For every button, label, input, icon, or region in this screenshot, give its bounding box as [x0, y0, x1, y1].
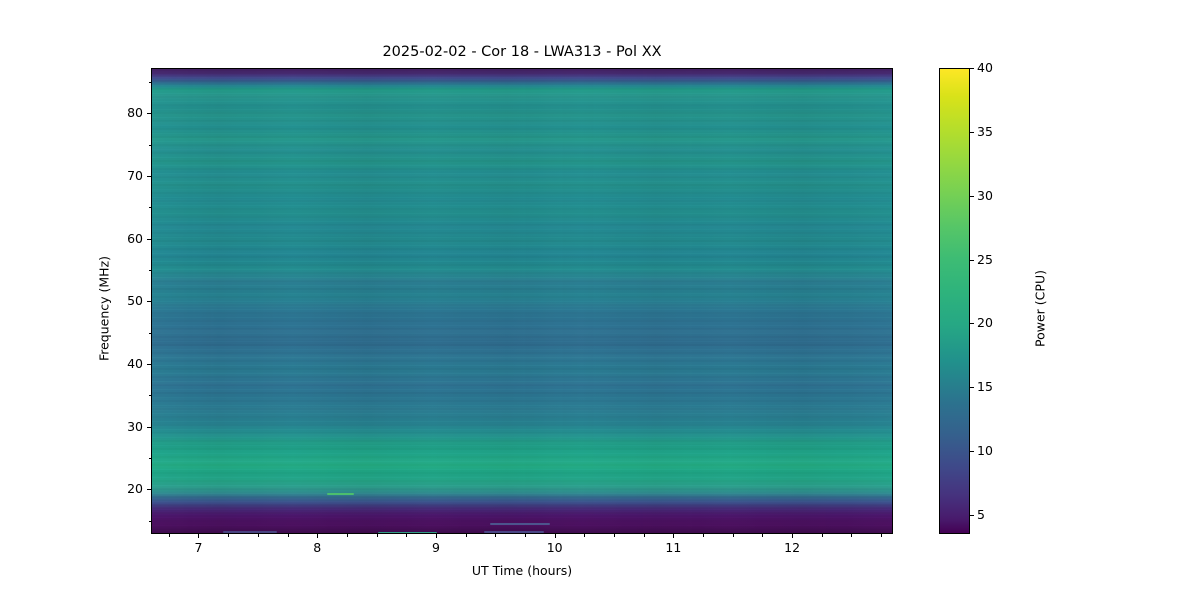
- x-tick-minor: [732, 534, 734, 537]
- x-ticklabel: 10: [546, 540, 563, 555]
- y-tick-minor: [148, 395, 151, 397]
- x-tick-major: [317, 534, 319, 538]
- y-tick-minor: [148, 520, 151, 522]
- colorbar-ticklabel: 35: [977, 123, 993, 139]
- colorbar-ticklabel: 15: [977, 379, 993, 395]
- rfi-streak-faint-mid: [484, 531, 544, 533]
- colorbar-tick: [970, 195, 974, 197]
- y-ticklabel: 40: [127, 356, 143, 372]
- x-tick-major: [673, 534, 675, 538]
- y-ticklabel: 20: [127, 481, 143, 497]
- x-tick-minor: [614, 534, 615, 537]
- x-tick-minor: [703, 534, 705, 537]
- x-tick-minor: [257, 534, 259, 537]
- y-tick-major: [147, 426, 151, 428]
- y-tick-major: [147, 489, 151, 491]
- y-tick-major: [147, 364, 151, 366]
- colorbar-gradient: [940, 69, 969, 533]
- rfi-streak-teal-low: [377, 531, 437, 533]
- colorbar-ticklabel: 30: [977, 187, 993, 203]
- y-tick-major: [147, 113, 151, 115]
- x-tick-minor: [228, 534, 230, 537]
- y-tick-minor: [148, 458, 151, 460]
- colorbar-ticklabel: 40: [977, 60, 993, 75]
- x-tick-minor: [287, 534, 289, 537]
- dynamic-spectrum-image: [152, 69, 892, 533]
- x-tick-minor: [643, 534, 645, 537]
- x-ticklabel: 11: [665, 540, 682, 555]
- rfi-streak-faint-left: [223, 530, 277, 533]
- x-tick-minor: [168, 534, 170, 537]
- y-ticklabel: 60: [127, 230, 143, 246]
- spectrum-channel-stripes: [152, 69, 892, 533]
- y-tick-minor: [148, 81, 151, 83]
- colorbar-tick: [970, 323, 974, 325]
- colorbar-ticklabel: 25: [977, 251, 993, 267]
- y-ticklabel: 80: [127, 105, 143, 121]
- spectrum-base-gradient: [152, 69, 892, 533]
- x-ticklabel: 7: [194, 540, 203, 555]
- colorbar-label: Power (CPU): [1032, 270, 1048, 347]
- y-tick-minor: [148, 144, 151, 146]
- x-tick-minor: [762, 534, 764, 537]
- x-ticklabel: 8: [313, 540, 322, 555]
- colorbar-tick: [970, 68, 974, 69]
- rfi-streak-green: [326, 492, 354, 495]
- y-tick-minor: [148, 269, 151, 271]
- x-tick-minor: [584, 534, 586, 537]
- x-ticklabel: 12: [784, 540, 801, 555]
- colorbar-ticklabel: 10: [977, 443, 993, 458]
- heatmap-axes[interactable]: [151, 68, 893, 534]
- colorbar-tick: [970, 131, 974, 133]
- y-ticklabel: 70: [127, 167, 143, 183]
- y-tick-major: [147, 301, 151, 303]
- x-tick-minor: [495, 534, 497, 537]
- colorbar-tick: [970, 514, 974, 516]
- y-ticklabel: 50: [127, 293, 143, 309]
- colorbar-tick: [970, 259, 974, 261]
- x-tick-minor: [851, 534, 853, 537]
- x-tick-minor: [881, 534, 883, 537]
- y-tick-major: [147, 175, 151, 177]
- x-tick-minor: [346, 534, 348, 537]
- rfi-streak-faint-right: [490, 523, 550, 526]
- x-tick-minor: [406, 534, 408, 537]
- x-tick-minor: [821, 534, 823, 537]
- spectrum-bands: [152, 69, 892, 533]
- x-tick-major: [554, 534, 556, 538]
- spectrum-time-modulation: [152, 69, 892, 533]
- x-ticklabel: 9: [431, 540, 440, 555]
- y-tick-minor: [148, 332, 151, 334]
- colorbar-ticklabel: 5: [977, 506, 985, 522]
- x-axis-label: UT Time (hours): [471, 563, 573, 578]
- x-tick-major: [792, 534, 794, 538]
- x-tick-minor: [465, 534, 467, 537]
- y-tick-major: [147, 238, 151, 240]
- x-tick-major: [435, 534, 437, 538]
- y-tick-minor: [148, 207, 151, 209]
- x-tick-minor: [376, 534, 378, 537]
- y-axis-label: Frequency (MHz): [96, 255, 112, 362]
- colorbar[interactable]: [939, 68, 970, 534]
- colorbar-tick: [970, 387, 974, 389]
- y-ticklabel: 30: [127, 418, 143, 434]
- x-tick-minor: [524, 534, 526, 537]
- colorbar-tick: [970, 451, 974, 452]
- colorbar-ticklabel: 20: [977, 315, 993, 331]
- chart-title: 2025-02-02 - Cor 18 - LWA313 - Pol XX: [382, 44, 662, 60]
- x-tick-major: [198, 534, 200, 538]
